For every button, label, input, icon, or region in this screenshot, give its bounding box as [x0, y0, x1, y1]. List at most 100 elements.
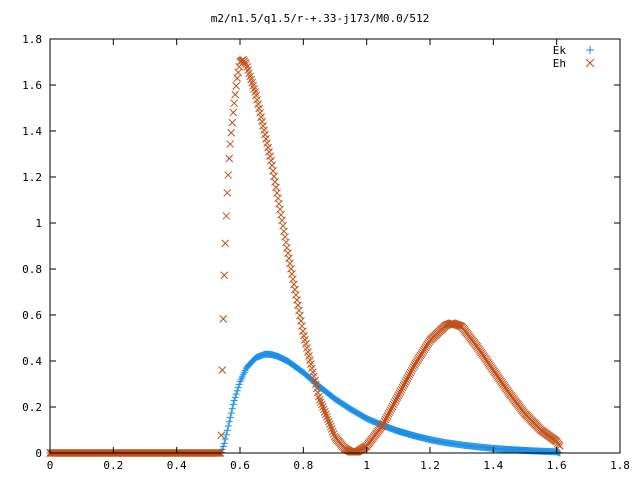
eh-point [217, 431, 226, 440]
eh-point [379, 419, 388, 428]
eh-point [408, 364, 417, 373]
eh-point [328, 427, 337, 436]
eh-point [407, 366, 416, 375]
x-tick-label: 0.4 [167, 459, 187, 472]
x-tick-label: 1.8 [610, 459, 630, 472]
eh-point [323, 415, 332, 424]
y-tick-label: 1 [35, 217, 42, 230]
ek-point [221, 435, 229, 443]
eh-point [384, 410, 393, 418]
ek-point [224, 422, 232, 430]
ek-point [225, 418, 233, 426]
x-tick-label: 1.6 [547, 459, 567, 472]
eh-point [391, 396, 400, 405]
eh-point [326, 422, 335, 431]
eh-point [404, 372, 413, 381]
ek-point [233, 387, 241, 395]
eh-point [267, 156, 275, 165]
ek-point [222, 431, 230, 439]
eh-point [383, 411, 392, 420]
eh-point [388, 402, 397, 411]
plot-area [46, 55, 564, 457]
eh-point [223, 188, 232, 197]
legend-marker [585, 58, 595, 68]
eh-point [320, 407, 329, 416]
x-tick-label: 1 [363, 459, 370, 472]
eh-point [397, 385, 406, 394]
eh-point [299, 327, 307, 336]
ek-point [232, 390, 240, 398]
eh-point [403, 374, 412, 383]
eh-point [229, 108, 238, 117]
ek-point [235, 380, 243, 388]
ek-point [228, 405, 236, 413]
ek-point [223, 426, 231, 434]
x-tick-label: 0.8 [293, 459, 313, 472]
eh-point [382, 413, 391, 422]
eh-point [389, 400, 398, 409]
eh-point [221, 239, 230, 248]
y-tick-label: 1.8 [22, 33, 42, 46]
x-tick-label: 1.2 [420, 459, 440, 472]
eh-point [386, 406, 395, 415]
eh-point [399, 381, 408, 390]
eh-point [390, 398, 399, 407]
eh-point [401, 378, 410, 386]
plot-frame [49, 38, 621, 454]
eh-point [226, 140, 235, 148]
eh-point [380, 417, 389, 426]
eh-point [381, 415, 390, 424]
legend-marker [586, 46, 594, 54]
legend-label: Ek [553, 44, 567, 57]
eh-point [232, 81, 241, 90]
x-tick-label: 0.6 [230, 459, 250, 472]
ek-point [234, 384, 242, 392]
eh-point [319, 405, 328, 414]
eh-point [329, 430, 338, 438]
eh-point [398, 383, 407, 392]
x-tick-label: 0.2 [103, 459, 123, 472]
eh-point [225, 154, 234, 163]
y-tick-label: 0 [35, 447, 42, 460]
eh-point [406, 368, 415, 377]
y-tick-label: 0.4 [22, 355, 42, 368]
eh-point [317, 400, 326, 409]
eh-point [224, 171, 233, 179]
eh-point [242, 60, 251, 68]
eh-point [387, 404, 396, 413]
eh-point [316, 398, 325, 406]
eh-point [395, 389, 404, 398]
chart-title: m2/n1.5/q1.5/r-+.33-j173/M0.0/512 [211, 12, 430, 25]
ek-point [227, 409, 235, 417]
legend-label: Eh [553, 57, 566, 70]
eh-point [318, 403, 327, 411]
y-tick-label: 1.6 [22, 79, 42, 92]
ek-point [230, 397, 238, 405]
y-tick-label: 0.6 [22, 309, 42, 322]
eh-point [321, 410, 330, 419]
eh-point [315, 392, 323, 401]
eh-point [222, 212, 231, 220]
eh-point [393, 393, 402, 401]
eh-point [394, 391, 403, 400]
y-tick-label: 1.2 [22, 171, 42, 184]
eh-point [227, 128, 236, 137]
ek-point [231, 393, 239, 401]
x-tick-label: 1.4 [483, 459, 503, 472]
eh-point [220, 271, 229, 280]
y-tick-label: 0.2 [22, 401, 42, 414]
eh-point [219, 315, 228, 323]
eh-point [351, 447, 360, 456]
eh-point [218, 366, 227, 374]
axis-ticks: 0 0.2 0.4 0.6 0.8 1 1.2 1.4 1.6 1.8 0 0.2 0.4 0.6 0.8 1… [22, 33, 630, 472]
eh-point [327, 425, 336, 433]
ek-point [226, 413, 234, 421]
eh-point [402, 376, 411, 384]
eh-point [400, 380, 409, 388]
eh-point [405, 370, 414, 379]
eh-point [396, 387, 405, 396]
y-tick-label: 1.4 [22, 125, 42, 138]
eh-point [392, 395, 401, 403]
x-tick-label: 0 [47, 459, 54, 472]
eh-point [324, 417, 333, 426]
